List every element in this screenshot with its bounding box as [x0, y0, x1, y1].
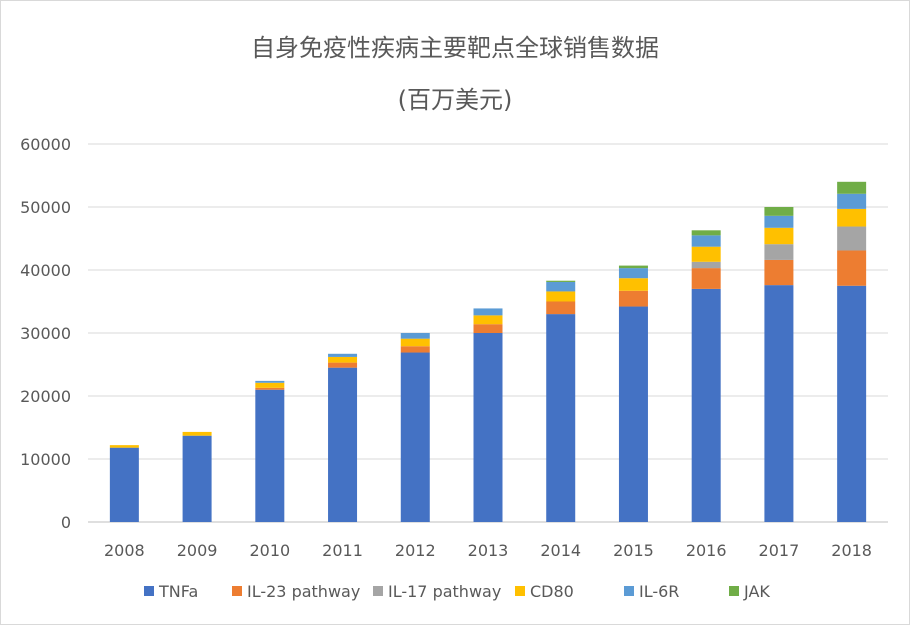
bar-segment — [764, 215, 794, 228]
legend-label: IL-6R — [639, 582, 679, 601]
y-tick-label: 0 — [61, 513, 71, 532]
y-tick-label: 20000 — [20, 387, 71, 406]
bar-segment — [691, 235, 721, 247]
legend-swatch — [515, 586, 525, 596]
bar-segment — [764, 244, 794, 260]
legend-label: TNFa — [158, 582, 198, 601]
bar-segment — [618, 265, 648, 269]
x-tick-label: 2011 — [322, 541, 363, 560]
bar-segment — [837, 285, 867, 522]
bar-segment — [400, 346, 430, 353]
bar-segment — [546, 280, 576, 282]
chart-subtitle: (百万美元) — [397, 86, 513, 114]
bar-segment — [400, 352, 430, 522]
bar-segment — [546, 291, 576, 302]
bar-segment — [837, 208, 867, 227]
bar-segment — [691, 268, 721, 289]
x-tick-label: 2010 — [249, 541, 290, 560]
y-tick-label: 50000 — [20, 198, 71, 217]
bar-segment — [837, 193, 867, 209]
bar-segment — [473, 315, 503, 325]
legend-swatch — [729, 586, 739, 596]
x-tick-label: 2018 — [831, 541, 872, 560]
bar-segment — [837, 250, 867, 286]
bar-segment — [400, 338, 430, 347]
bar-segment — [691, 288, 721, 522]
y-tick-label: 10000 — [20, 450, 71, 469]
legend-swatch — [232, 586, 242, 596]
x-tick-label: 2014 — [540, 541, 581, 560]
bar-segment — [255, 382, 285, 388]
bar-segment — [255, 387, 285, 390]
bar-segment — [764, 285, 794, 522]
bar-segment — [255, 389, 285, 522]
legend-swatch — [624, 586, 634, 596]
bar-segment — [546, 301, 576, 315]
bar-segment — [618, 290, 648, 307]
x-tick-label: 2013 — [468, 541, 509, 560]
y-tick-label: 30000 — [20, 324, 71, 343]
bar-segment — [328, 353, 358, 357]
bar-segment — [691, 246, 721, 262]
bar-segment — [764, 207, 794, 216]
legend-label: IL-17 pathway — [388, 582, 501, 601]
bar-segment — [328, 367, 358, 522]
x-tick-label: 2012 — [395, 541, 436, 560]
bar-segment — [837, 226, 867, 251]
bar-segment — [182, 435, 212, 522]
bar-segment — [328, 356, 358, 363]
x-tick-label: 2016 — [686, 541, 727, 560]
bar-segment — [618, 278, 648, 291]
bar-segment — [473, 324, 503, 333]
bar-segment — [109, 447, 139, 522]
legend-swatch — [144, 586, 154, 596]
legend-swatch — [373, 586, 383, 596]
legend-label: CD80 — [530, 582, 574, 601]
bar-segment — [837, 181, 867, 194]
x-tick-label: 2008 — [104, 541, 145, 560]
bar-segment — [764, 227, 794, 245]
bar-segment — [109, 445, 139, 448]
y-tick-label: 60000 — [20, 135, 71, 154]
legend-label: JAK — [743, 582, 770, 601]
bar-segment — [546, 281, 576, 292]
bar-segment — [473, 333, 503, 522]
x-tick-label: 2017 — [759, 541, 800, 560]
x-tick-label: 2009 — [177, 541, 218, 560]
bar-segment — [255, 380, 285, 383]
x-tick-label: 2015 — [613, 541, 654, 560]
bar-segment — [618, 306, 648, 522]
bar-segment — [618, 268, 648, 279]
bar-segment — [691, 230, 721, 236]
y-tick-label: 40000 — [20, 261, 71, 280]
bar-segment — [400, 333, 430, 339]
bar-segment — [764, 259, 794, 286]
legend-label: IL-23 pathway — [247, 582, 360, 601]
bar-segment — [473, 308, 503, 316]
bar-segment — [546, 314, 576, 522]
bar-segment — [328, 362, 358, 368]
bar-segment — [691, 261, 721, 269]
bar-segment — [182, 431, 212, 436]
chart-title: 自身免疫性疾病主要靶点全球销售数据 — [251, 34, 659, 62]
